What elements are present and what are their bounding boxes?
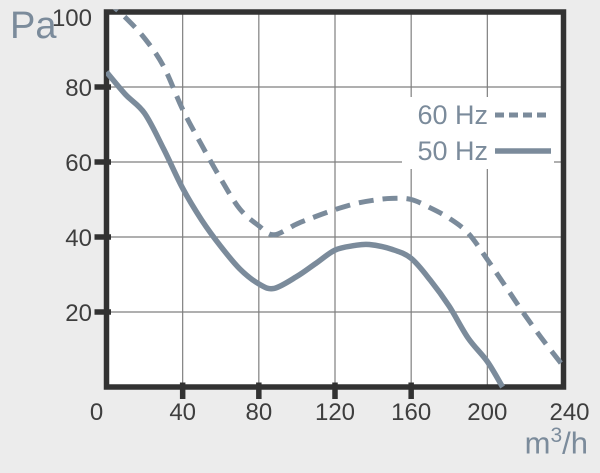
y-tick-label-40: 40 <box>65 225 92 252</box>
legend-label-60hz: 60 Hz <box>417 99 488 130</box>
y-tick-label-60: 60 <box>65 150 92 177</box>
x-tick-label-120: 120 <box>315 399 355 426</box>
x-tick-label-0: 0 <box>90 399 103 426</box>
x-unit-denominator: /h <box>562 425 588 461</box>
curve-60-hz <box>112 9 566 368</box>
x-axis-unit-label: m3/h <box>525 424 588 460</box>
x-unit-base: m <box>524 425 551 461</box>
curve-50-hz <box>106 70 505 389</box>
legend-item-50hz: 50 Hz <box>402 133 554 169</box>
solid-line-sample-icon <box>495 148 551 154</box>
dashed-line-sample-icon <box>495 112 551 118</box>
y-axis-unit-label: Pa <box>10 5 57 47</box>
x-tick-label-80: 80 <box>245 399 272 426</box>
legend-item-60hz: 60 Hz <box>402 97 554 133</box>
x-tick-label-240: 240 <box>549 399 589 426</box>
y-tick-label-80: 80 <box>65 75 92 102</box>
x-tick-label-160: 160 <box>391 399 431 426</box>
legend-label-50hz: 50 Hz <box>417 135 488 166</box>
y-tick-label-20: 20 <box>65 300 92 327</box>
x-tick-label-200: 200 <box>467 399 507 426</box>
x-unit-superscript: 3 <box>550 424 563 447</box>
x-tick-label-40: 40 <box>169 399 196 426</box>
legend: 60 Hz 50 Hz <box>402 97 554 169</box>
y-tick-label-100: 100 <box>52 5 92 32</box>
